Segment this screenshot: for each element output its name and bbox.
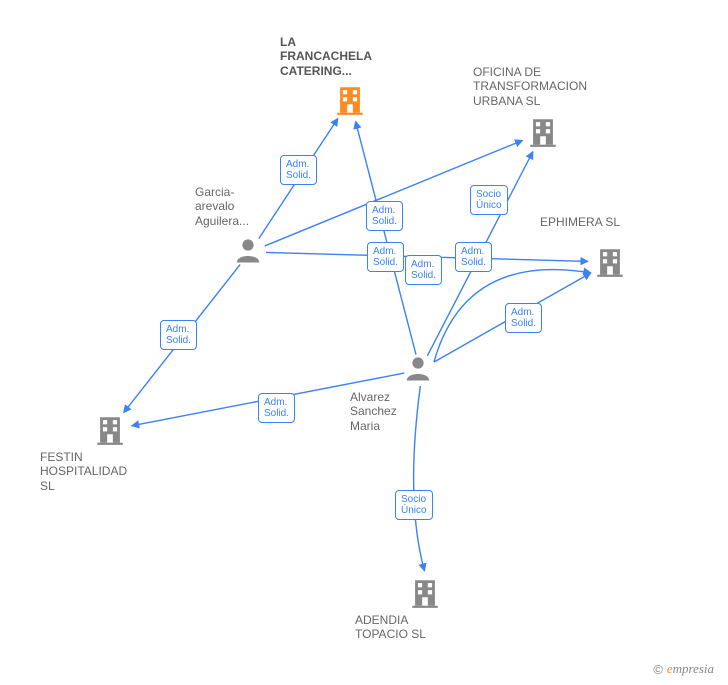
building-icon <box>333 83 367 117</box>
edge-badge-garcia-francachela-0: Adm. Solid. <box>280 155 317 185</box>
edge-badge-alvarez-adendia-9: Socio Único <box>395 490 433 520</box>
brand-label: empresia <box>667 661 714 677</box>
edge-badge-garcia-oficina-1: Adm. Solid. <box>366 201 403 231</box>
node-label-adendia: ADENDIA TOPACIO SL <box>355 613 495 642</box>
node-label-francachela: LA FRANCACHELA CATERING... <box>280 35 420 78</box>
edge-badge-garcia-festin-3: Adm. Solid. <box>160 320 197 350</box>
node-label-alvarez: Alvarez Sanchez Maria <box>350 390 490 433</box>
edge-badge-alvarez-ephimera-6: Adm. Solid. <box>455 242 492 272</box>
building-icon <box>526 115 560 149</box>
node-label-oficina: OFICINA DE TRANSFORMACION URBANA SL <box>473 65 613 108</box>
node-label-ephimera: EPHIMERA SL <box>540 215 680 229</box>
footer: © empresia <box>653 661 714 677</box>
person-icon <box>233 235 263 265</box>
person-icon <box>403 353 433 383</box>
edge-badge-alvarez-oficina-5: Socio Único <box>470 185 508 215</box>
edge-alvarez-francachela-4 <box>356 121 416 354</box>
building-icon <box>408 576 442 610</box>
building-icon <box>593 245 627 279</box>
building-icon <box>93 413 127 447</box>
node-label-garcia: Garcia- arevalo Aguilera... <box>195 185 335 228</box>
edge-badge-alvarez-festin-8: Adm. Solid. <box>258 393 295 423</box>
edge-badge-garcia-ephimera-2: Adm. Solid. <box>367 242 404 272</box>
node-label-festin: FESTIN HOSPITALIDAD SL <box>40 450 180 493</box>
copyright-symbol: © <box>653 662 663 677</box>
edge-badge-alvarez-ephimera-7: Adm. Solid. <box>505 303 542 333</box>
edge-badge-alvarez-francachela-4: Adm. Solid. <box>405 255 442 285</box>
